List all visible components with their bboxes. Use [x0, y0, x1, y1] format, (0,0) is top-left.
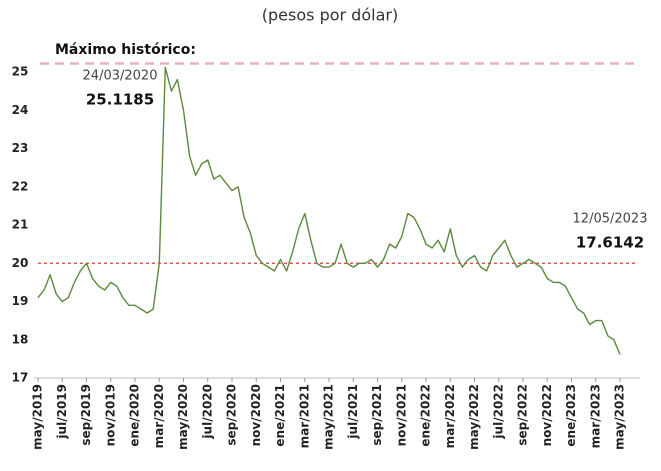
x-tick-label: may/2023	[613, 384, 627, 450]
x-tick-label: ene/2021	[273, 384, 287, 447]
x-tick-label: may/2019	[31, 384, 45, 450]
x-tick-label: jul/2022	[491, 384, 505, 440]
series-line	[37, 66, 621, 355]
annotation-date: 12/05/2023	[573, 212, 648, 227]
x-tick-label: nov/2020	[249, 384, 263, 446]
annotation-date: 24/03/2020	[83, 69, 158, 84]
y-tick-label: 22	[12, 179, 29, 193]
x-tick-label: sep/2021	[370, 384, 384, 446]
y-tick-label: 24	[12, 103, 29, 117]
y-tick-label: 23	[12, 141, 29, 155]
y-tick-label: 21	[12, 218, 29, 232]
x-tick-label: jul/2021	[346, 384, 360, 440]
x-tick-label: nov/2021	[394, 384, 408, 446]
y-tick-label: 20	[12, 256, 29, 270]
x-tick-label: may/2021	[322, 384, 336, 450]
x-tick-label: mar/2020	[152, 384, 166, 448]
x-tick-label: ene/2020	[128, 384, 142, 447]
x-tick-label: may/2020	[176, 384, 190, 450]
x-tick-label: ene/2022	[419, 384, 433, 447]
y-tick-label: 17	[12, 371, 29, 385]
annotation-value: 17.6142	[576, 234, 644, 252]
annotation-label: Máximo histórico:	[55, 42, 196, 58]
x-tick-label: sep/2022	[516, 384, 530, 446]
y-tick-label: 19	[12, 294, 29, 308]
x-tick-label: jul/2020	[200, 384, 214, 440]
x-tick-label: nov/2019	[103, 384, 117, 446]
x-tick-label: may/2022	[467, 384, 481, 450]
chart-subtitle: (pesos por dólar)	[262, 6, 398, 25]
x-tick-label: mar/2022	[443, 384, 457, 448]
x-tick-label: mar/2023	[588, 384, 602, 448]
x-tick-label: sep/2019	[79, 384, 93, 446]
x-tick-label: ene/2023	[564, 384, 578, 447]
x-tick-label: mar/2021	[297, 384, 311, 448]
x-tick-label: jul/2019	[55, 384, 69, 440]
y-tick-label: 18	[12, 332, 29, 346]
y-tick-label: 25	[12, 65, 29, 79]
annotation-value: 25.1185	[86, 91, 154, 109]
x-tick-label: nov/2022	[540, 384, 554, 446]
x-tick-label: sep/2020	[225, 384, 239, 446]
